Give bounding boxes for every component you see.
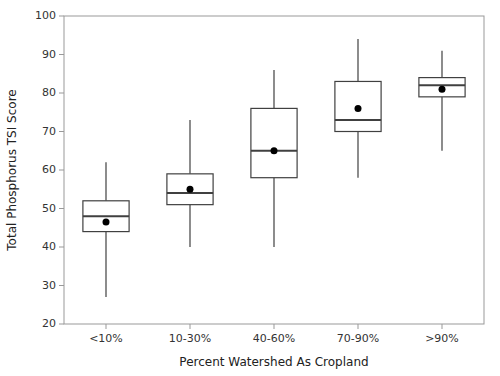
median: [83, 215, 129, 217]
x-tick: [358, 324, 359, 329]
median: [335, 119, 381, 121]
y-tick-label: 60: [42, 163, 56, 176]
x-tick: [442, 324, 443, 329]
y-axis-label: Total Phosphorus TSI Score: [5, 89, 19, 251]
y-tick: [59, 93, 64, 94]
mean-marker: [271, 147, 278, 154]
y-tick-label: 40: [42, 240, 56, 253]
box: [419, 78, 465, 97]
lower-whisker: [189, 205, 190, 247]
mean-marker: [355, 105, 362, 112]
x-tick-label: >90%: [425, 332, 459, 345]
x-tick: [274, 324, 275, 329]
y-tick-label: 100: [35, 9, 56, 22]
upper-whisker: [441, 51, 442, 78]
y-tick-label: 50: [42, 202, 56, 215]
y-tick: [59, 208, 64, 209]
x-tick-label: 10-30%: [169, 332, 211, 345]
mean-marker: [103, 218, 110, 225]
box: [335, 81, 381, 131]
y-tick: [59, 285, 64, 286]
y-tick-label: 20: [42, 317, 56, 330]
x-tick-label: 70-90%: [337, 332, 379, 345]
x-axis-label: Percent Watershed As Cropland: [179, 355, 368, 369]
upper-whisker: [189, 120, 190, 174]
y-tick: [59, 54, 64, 55]
plot-frame: [64, 16, 484, 324]
lower-whisker: [105, 232, 106, 297]
y-tick-label: 90: [42, 48, 56, 61]
y-tick: [59, 324, 64, 325]
y-tick: [59, 247, 64, 248]
box: [251, 108, 297, 177]
y-tick: [59, 16, 64, 17]
x-tick: [190, 324, 191, 329]
upper-whisker: [273, 70, 274, 109]
mean-marker: [187, 186, 194, 193]
y-tick-label: 70: [42, 125, 56, 138]
y-tick: [59, 170, 64, 171]
chart: 20 30 40 50 60 70 80 90 100 <10% 10-30% 40-60% 70-90…: [0, 0, 500, 376]
x-tick-label: 40-60%: [253, 332, 295, 345]
x-tick-label: <10%: [89, 332, 123, 345]
lower-whisker: [357, 132, 358, 178]
lower-whisker: [273, 178, 274, 247]
mean-marker: [439, 86, 446, 93]
box: [83, 201, 129, 232]
lower-whisker: [441, 97, 442, 151]
upper-whisker: [105, 162, 106, 201]
box: [167, 174, 213, 205]
x-tick: [106, 324, 107, 329]
y-tick-label: 80: [42, 86, 56, 99]
upper-whisker: [357, 39, 358, 81]
y-tick-label: 30: [42, 279, 56, 292]
y-tick: [59, 131, 64, 132]
boxes: [83, 39, 465, 297]
